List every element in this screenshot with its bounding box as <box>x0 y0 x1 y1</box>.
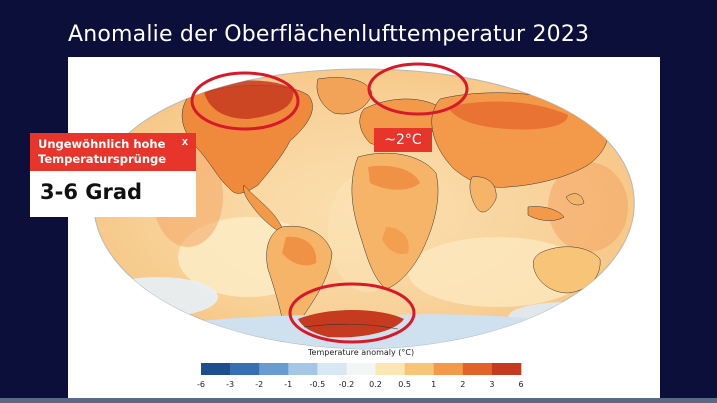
legend-swatch <box>346 363 376 375</box>
legend-swatch <box>317 363 347 375</box>
legend-tick-label: -6 <box>197 380 205 389</box>
legend-tick-label: -3 <box>226 380 234 389</box>
legend-tick-label: 2 <box>460 380 465 389</box>
legend-swatch <box>375 363 405 375</box>
legend-ticks: -6 -3 -2 -1 -0.5 -0.2 0.2 0.5 1 2 3 6 <box>197 380 524 389</box>
legend-swatch <box>230 363 260 375</box>
legend-tick-label: -0.5 <box>310 380 326 389</box>
legend-tick-label: 1 <box>431 380 436 389</box>
legend-colorbar <box>201 363 522 375</box>
legend-title: Temperature anomaly (°C) <box>308 348 415 357</box>
world-temperature-map: -6 -3 -2 -1 -0.5 -0.2 0.2 0.5 1 2 3 6 <box>93 62 635 389</box>
legend-tick-label: 3 <box>489 380 494 389</box>
bottom-strip <box>0 398 717 403</box>
legend-tick-label: 0.5 <box>398 380 411 389</box>
legend-tick-label: -1 <box>284 380 292 389</box>
annotation-box: Ungewöhnlich hohe Temperatursprünge x 3-… <box>30 133 196 217</box>
legend-swatch <box>259 363 289 375</box>
slide-title: Anomalie der Oberflächenlufttemperatur 2… <box>68 22 590 47</box>
legend-tick-label: 6 <box>518 380 523 389</box>
australia-landmass <box>533 246 601 294</box>
legend-swatch <box>201 363 231 375</box>
annotation-box-value: 3-6 Grad <box>40 180 143 204</box>
highlight-circle-northern-europe <box>367 62 469 116</box>
legend-swatch <box>462 363 493 375</box>
legend-tick-label: -0.2 <box>339 380 355 389</box>
close-icon[interactable]: x <box>181 136 188 148</box>
highlight-circle-antarctica <box>288 282 416 344</box>
annotation-box-header-text: Ungewöhnlich hohe Temperatursprünge <box>38 137 167 166</box>
legend-swatch <box>433 363 464 375</box>
annotation-box-header: Ungewöhnlich hohe Temperatursprünge x <box>30 133 196 171</box>
temperature-badge: ~2°C <box>374 128 432 152</box>
highlight-circle-north-america <box>190 71 300 131</box>
map-panel: -6 -3 -2 -1 -0.5 -0.2 0.2 0.5 1 2 3 6 Temperature a… <box>68 57 660 398</box>
legend-swatch <box>288 363 318 375</box>
legend-swatch <box>491 363 522 375</box>
legend-tick-label: -2 <box>255 380 263 389</box>
legend-swatch <box>404 363 435 375</box>
legend-tick-label: 0.2 <box>369 380 382 389</box>
africa-landmass <box>351 152 439 290</box>
